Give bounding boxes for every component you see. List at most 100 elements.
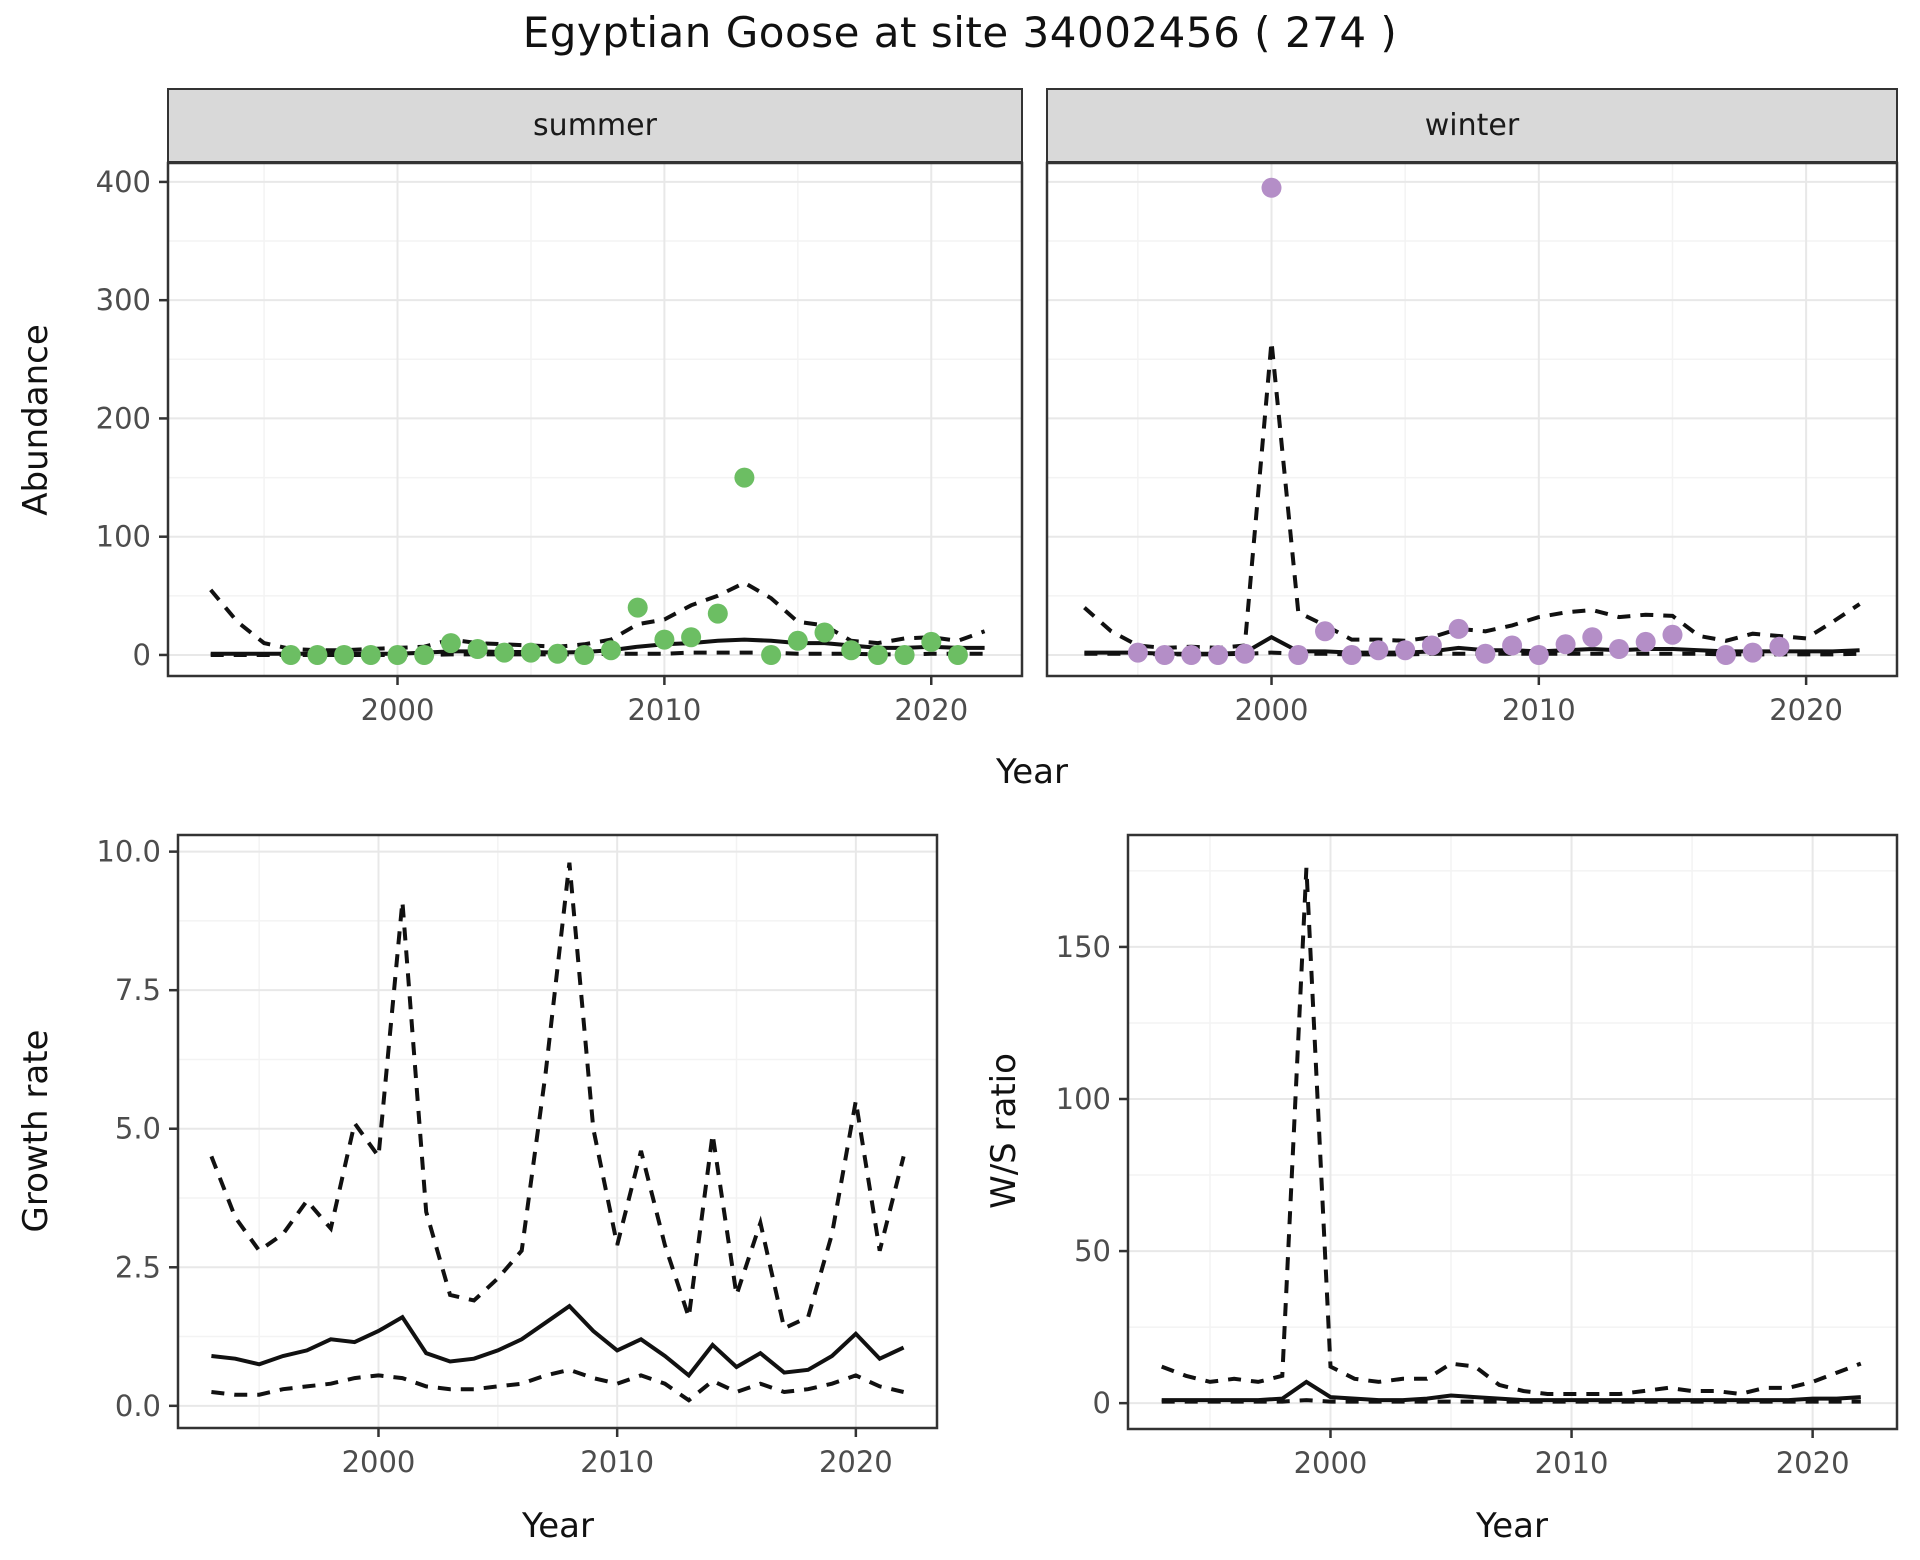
data-point-summer <box>627 597 648 618</box>
panel-border-winter <box>1045 161 1899 678</box>
data-point-summer <box>814 622 835 643</box>
data-point-summer <box>867 645 888 665</box>
y-tick-label: 400 <box>96 165 151 199</box>
facet-strip-winter: winter <box>1046 88 1898 163</box>
x-tick-label: 2000 <box>1235 693 1309 727</box>
data-point-winter <box>1528 645 1549 665</box>
x-axis-title-year-ws: Year <box>1476 1506 1548 1546</box>
data-point-winter <box>1448 618 1469 639</box>
data-point-winter <box>1315 621 1335 642</box>
data-point-winter <box>1635 631 1656 652</box>
x-tick-label: 2010 <box>627 693 701 727</box>
data-point-winter <box>1742 642 1763 663</box>
x-tick-label: 2000 <box>361 693 435 727</box>
data-point-summer <box>921 631 942 652</box>
data-point-summer <box>494 642 515 663</box>
x-tick-label: 2020 <box>894 693 968 727</box>
fit-mean-line <box>211 1303 905 1379</box>
panel-border-growth <box>176 833 939 1430</box>
facet-strip-summer: summer <box>167 88 1023 163</box>
data-point-summer <box>761 645 782 665</box>
data-point-summer <box>654 629 675 650</box>
data-point-summer <box>334 645 355 665</box>
data-point-winter <box>1662 624 1683 645</box>
x-tick-label: 2020 <box>1769 693 1843 727</box>
data-point-winter <box>1609 639 1629 659</box>
x-tick-label: 2000 <box>342 1445 416 1479</box>
y-axis-title-ws-ratio: W/S ratio <box>984 1053 1024 1209</box>
data-point-winter <box>1127 642 1148 663</box>
data-point-winter <box>1475 643 1496 664</box>
fit-upper-dashed-line <box>1083 341 1861 650</box>
y-tick-label: 0 <box>1093 1386 1111 1420</box>
data-point-winter <box>1421 635 1442 656</box>
page-title: Egyptian Goose at site 34002456 ( 274 ) <box>522 8 1398 57</box>
data-point-summer <box>440 633 461 654</box>
data-point-summer <box>734 467 755 488</box>
x-tick-label: 2020 <box>819 1445 893 1479</box>
data-point-winter <box>1502 635 1523 656</box>
data-point-summer <box>841 640 862 661</box>
facet-strip-winter-label: winter <box>1424 108 1520 143</box>
data-point-winter <box>1395 640 1416 661</box>
y-tick-label: 50 <box>1074 1234 1111 1268</box>
data-point-winter <box>1555 634 1576 655</box>
data-point-summer <box>707 603 728 624</box>
panel-border-ws <box>1126 833 1899 1431</box>
x-tick-label: 2010 <box>1502 693 1576 727</box>
data-point-winter <box>1261 177 1282 198</box>
fit-upper-dashed-line <box>209 580 986 653</box>
y-tick-label: 200 <box>96 401 151 435</box>
x-tick-label: 2000 <box>1294 1446 1368 1480</box>
panel-border-summer <box>166 161 1024 678</box>
data-point-summer <box>547 643 568 664</box>
data-point-winter <box>1154 645 1175 665</box>
facet-strip-summer-label: summer <box>533 108 657 143</box>
data-point-summer <box>601 640 621 661</box>
y-tick-label: 0.0 <box>115 1389 161 1423</box>
x-axis-title-year-top: Year <box>996 752 1068 792</box>
data-point-summer <box>360 645 381 665</box>
y-tick-label: 100 <box>96 520 151 554</box>
data-point-winter <box>1234 643 1255 664</box>
x-tick-label: 2010 <box>580 1445 654 1479</box>
y-tick-label: 100 <box>1056 1082 1111 1116</box>
y-tick-label: 0 <box>133 638 151 672</box>
y-tick-label: 10.0 <box>96 835 161 869</box>
data-point-summer <box>574 645 595 665</box>
data-point-winter <box>1769 636 1790 657</box>
data-point-winter <box>1341 645 1362 665</box>
fit-upper-dashed-line <box>1160 867 1862 1397</box>
data-point-winter <box>1181 645 1202 665</box>
data-point-winter <box>1288 645 1309 665</box>
data-point-summer <box>947 645 968 665</box>
y-tick-label: 5.0 <box>115 1112 161 1146</box>
data-point-summer <box>387 645 408 665</box>
data-point-summer <box>414 645 435 665</box>
y-tick-label: 150 <box>1056 930 1111 964</box>
y-tick-label: 2.5 <box>115 1250 161 1284</box>
data-point-summer <box>467 639 488 659</box>
data-point-summer <box>307 645 328 665</box>
y-tick-label: 7.5 <box>115 973 161 1007</box>
x-tick-label: 2010 <box>1535 1446 1609 1480</box>
fit-mean-line <box>1161 1379 1861 1403</box>
y-axis-title-abundance: Abundance <box>16 324 56 516</box>
data-point-summer <box>681 627 702 648</box>
data-point-winter <box>1208 645 1229 665</box>
fit-lower-dashed-line <box>211 1367 905 1403</box>
data-point-summer <box>787 630 808 651</box>
y-axis-title-growth-rate: Growth rate <box>16 1029 56 1233</box>
data-point-summer <box>894 645 915 665</box>
data-point-summer <box>280 645 301 665</box>
x-tick-label: 2020 <box>1776 1446 1850 1480</box>
x-axis-title-year-growth: Year <box>522 1506 594 1546</box>
data-point-winter <box>1582 627 1603 648</box>
data-point-summer <box>520 642 541 663</box>
fit-upper-dashed-line <box>209 862 906 1332</box>
data-point-winter <box>1715 645 1736 665</box>
y-tick-label: 300 <box>96 283 151 317</box>
data-point-winter <box>1368 640 1389 661</box>
